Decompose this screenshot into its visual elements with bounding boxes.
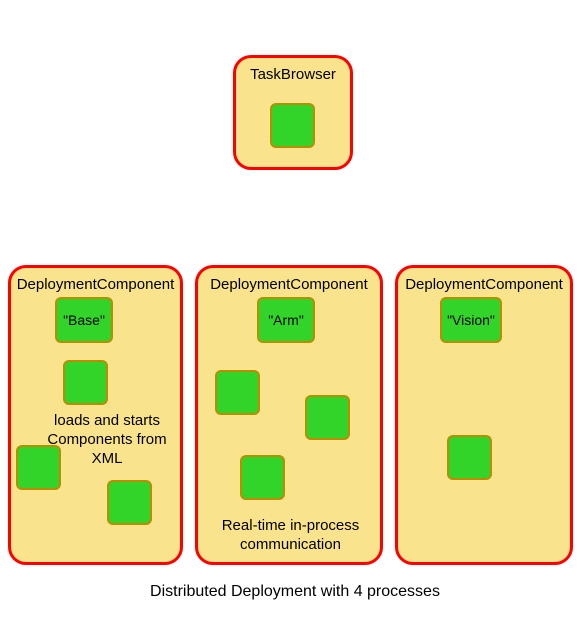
node-base_mid [63,360,108,405]
caption-bottom_caption: Distributed Deployment with 4 processes [110,582,480,602]
node-tb_node [270,103,315,148]
node-arm_mr [305,395,350,440]
node-arm_top: "Arm" [257,297,315,343]
node-arm_ml [215,370,260,415]
node-label-vis_top: "Vision" [447,312,495,328]
node-arm_bot [240,455,285,500]
node-vis_top: "Vision" [440,297,502,343]
caption-base_caption: loads and starts Components from XML [42,412,172,468]
node-base_br [107,480,152,525]
container-title-base: DeploymentComponent [11,276,180,293]
node-vis_bot [447,435,492,480]
node-label-arm_top: "Arm" [268,312,304,328]
container-title-vision: DeploymentComponent [398,276,570,293]
node-label-base_top: "Base" [63,312,105,328]
container-title-arm: DeploymentComponent [198,276,380,293]
container-title-taskbrowser: TaskBrowser [236,66,350,83]
caption-arm_caption: Real-time in-process communication [208,517,373,555]
node-base_top: "Base" [55,297,113,343]
